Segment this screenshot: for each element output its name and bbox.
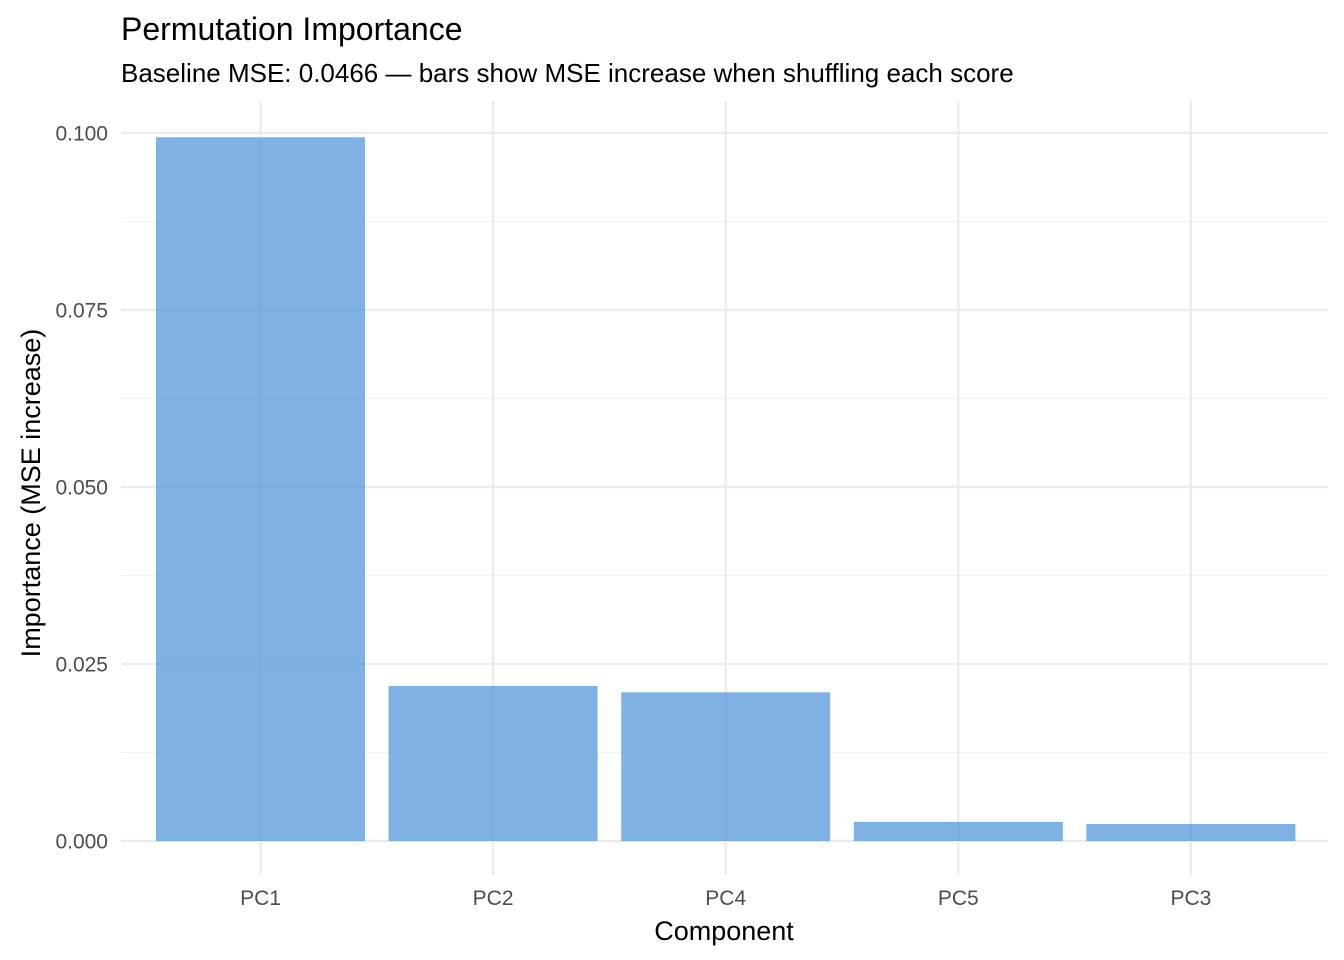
- chart-subtitle: Baseline MSE: 0.0466 — bars show MSE inc…: [121, 58, 1014, 88]
- bar-pc5: [853, 821, 1063, 841]
- x-tick-label: PC5: [938, 887, 979, 910]
- y-tick-label: 0.025: [55, 654, 108, 677]
- chart-title: Permutation Importance: [121, 11, 463, 47]
- y-tick-label: 0.075: [55, 300, 108, 323]
- y-tick-label: 0.050: [55, 477, 108, 500]
- y-axis-ticks: 0.000 0.025 0.050 0.075 0.100: [55, 123, 108, 854]
- x-tick-label: PC1: [240, 887, 281, 910]
- bar-pc1: [156, 137, 365, 842]
- x-tick-label: PC2: [473, 887, 514, 910]
- y-axis-title: Importance (MSE increase): [16, 329, 46, 658]
- x-tick-label: PC4: [705, 887, 746, 910]
- bar-pc3: [1086, 824, 1296, 841]
- x-axis-ticks: PC1 PC2 PC4 PC5 PC3: [240, 887, 1211, 910]
- bar-pc4: [621, 692, 831, 841]
- y-tick-label: 0.100: [55, 123, 108, 146]
- bars: [156, 137, 1296, 842]
- x-tick-label: PC3: [1170, 887, 1211, 910]
- bar-pc2: [388, 685, 598, 841]
- y-tick-label: 0.000: [55, 831, 108, 854]
- x-axis-title: Component: [654, 916, 794, 946]
